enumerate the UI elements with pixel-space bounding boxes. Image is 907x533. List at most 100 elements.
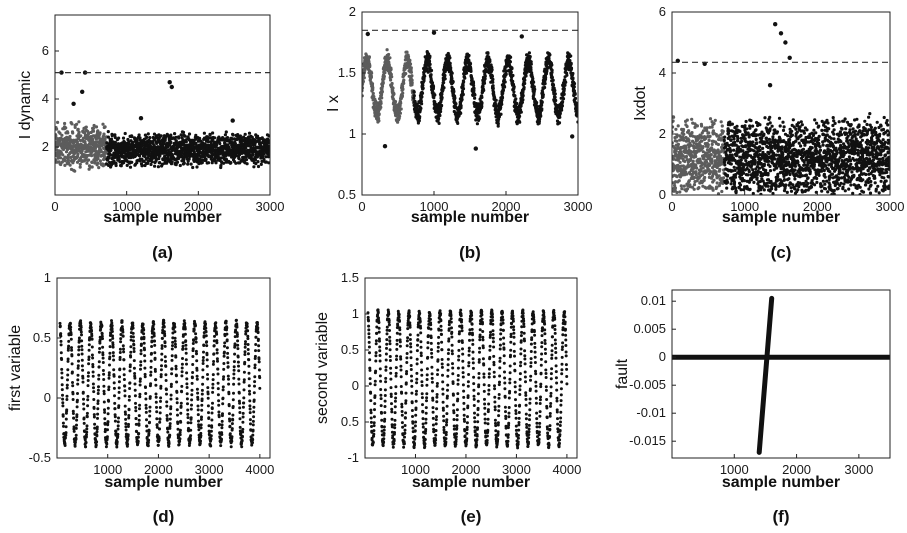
data-point	[460, 97, 464, 102]
data-point	[711, 129, 716, 133]
data-point	[480, 104, 484, 108]
data-point	[561, 97, 566, 101]
data-point	[672, 119, 675, 123]
data-point	[509, 70, 513, 74]
data-point	[682, 132, 686, 136]
data-point	[758, 179, 763, 184]
data-point	[551, 83, 556, 87]
data-point	[428, 54, 432, 58]
data-point	[106, 130, 110, 134]
data-point	[766, 122, 770, 126]
data-point	[718, 167, 722, 172]
data-point	[181, 130, 186, 134]
data-point	[694, 170, 698, 174]
data-point	[721, 176, 726, 180]
data-point	[437, 116, 441, 121]
data-point	[538, 117, 542, 121]
data-point	[163, 154, 167, 158]
data-point	[253, 158, 257, 162]
data-point	[692, 187, 696, 191]
data-point	[772, 168, 776, 172]
data-point	[200, 158, 204, 162]
data-point	[767, 152, 771, 156]
data-point	[529, 68, 533, 72]
data-point	[719, 120, 723, 124]
data-point	[561, 100, 565, 104]
data-point	[736, 136, 740, 140]
data-point	[560, 104, 565, 108]
data-point	[107, 155, 111, 160]
data-point	[409, 70, 413, 74]
data-point	[437, 121, 441, 125]
data-point	[761, 150, 765, 154]
data-point	[723, 135, 727, 139]
data-point	[761, 179, 765, 183]
data-point	[410, 78, 414, 82]
data-point	[778, 124, 782, 128]
data-point	[468, 62, 473, 66]
data-point	[396, 120, 400, 124]
data-point	[380, 96, 384, 100]
data-point	[149, 162, 153, 167]
data-point	[154, 155, 158, 159]
data-point	[715, 181, 719, 185]
data-point	[675, 139, 679, 143]
data-point	[230, 118, 235, 123]
data-point	[145, 135, 149, 139]
data-point	[688, 185, 692, 189]
data-point	[528, 55, 532, 59]
data-point	[742, 171, 746, 175]
data-point	[694, 172, 698, 177]
data-point	[674, 127, 678, 131]
data-point	[695, 124, 700, 128]
data-point	[264, 155, 268, 159]
data-point	[562, 87, 566, 91]
data-point	[513, 94, 517, 98]
data-point	[218, 142, 222, 146]
y-tick-label: 4	[42, 91, 49, 106]
data-point	[92, 126, 96, 130]
data-point	[109, 148, 113, 152]
data-point	[469, 69, 473, 73]
data-point	[732, 165, 736, 169]
data-point	[90, 154, 94, 158]
data-point	[504, 69, 508, 73]
data-point	[764, 184, 768, 188]
data-point	[210, 161, 214, 165]
data-point	[165, 161, 169, 165]
data-point	[518, 114, 522, 118]
data-point	[752, 180, 756, 184]
data-point	[194, 141, 198, 145]
y-axis-label: I dynamic	[17, 71, 34, 139]
data-point	[215, 143, 219, 147]
data-point	[765, 155, 769, 159]
data-point	[87, 131, 91, 135]
data-point	[780, 180, 784, 184]
data-point	[461, 83, 465, 87]
data-point	[740, 139, 744, 143]
data-point	[410, 81, 414, 85]
data-point	[551, 78, 555, 82]
data-point	[75, 140, 79, 144]
data-point	[98, 131, 102, 135]
data-point	[764, 168, 768, 172]
data-point	[690, 117, 694, 121]
data-point	[66, 161, 71, 165]
data-point	[511, 79, 515, 83]
data-point	[222, 161, 226, 165]
data-point	[533, 87, 537, 91]
data-point	[749, 178, 754, 182]
x-axis-label: sample number	[411, 209, 529, 226]
data-point	[735, 124, 739, 128]
data-point	[731, 169, 735, 173]
data-point	[727, 143, 731, 148]
data-point	[739, 158, 743, 162]
data-point	[730, 153, 734, 157]
data-point	[679, 184, 683, 188]
data-point	[512, 85, 516, 89]
data-point	[693, 175, 697, 180]
data-point	[764, 136, 769, 140]
data-point	[470, 77, 474, 81]
data-point	[472, 83, 476, 88]
data-point	[780, 155, 785, 159]
